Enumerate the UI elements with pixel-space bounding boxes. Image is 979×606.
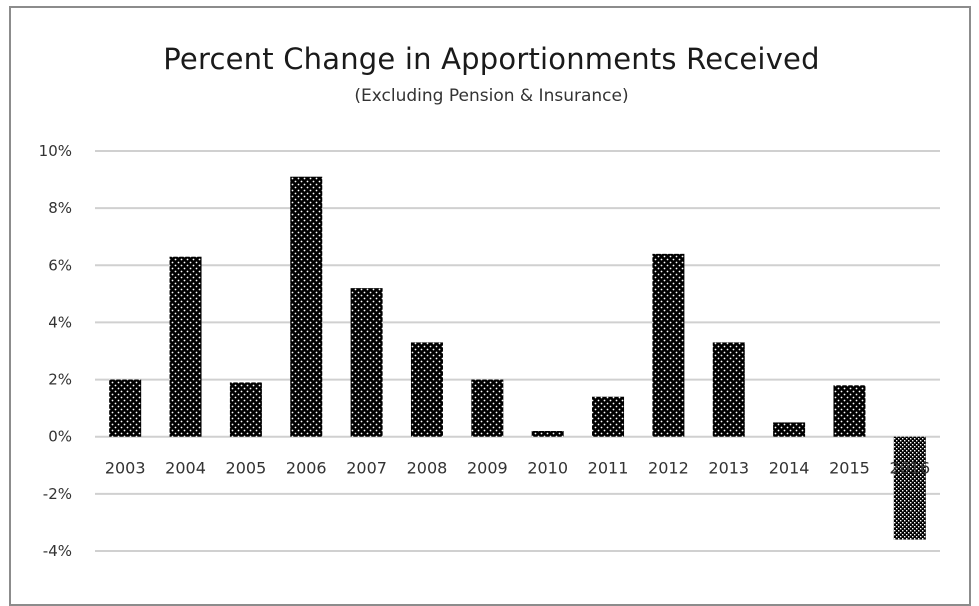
chart-frame: [9, 6, 971, 606]
bar-2016: [893, 436, 926, 540]
y-axis-tick-labels: 10% 8% 6% 4% 2% 0% -2% -4%: [39, 142, 72, 560]
x-category-label: 2012: [648, 459, 689, 478]
bar-2010: [531, 431, 564, 437]
x-axis-category-labels: 2003 2004 2005 2006 2007 2008 2009 2010 2011 2012…: [105, 459, 930, 478]
x-category-label: 2007: [346, 459, 387, 478]
y-tick-label: 0%: [48, 428, 72, 446]
chart-title: Percent Change in Apportionments Receive…: [163, 42, 820, 76]
x-category-label: 2010: [527, 459, 568, 478]
bar-2011: [592, 396, 625, 437]
y-tick-label: 6%: [48, 256, 72, 274]
y-tick-label: 2%: [48, 371, 72, 389]
chart-subtitle: (Excluding Pension & Insurance): [354, 86, 629, 106]
x-category-label: 2016: [889, 459, 930, 478]
bar-2012: [652, 253, 685, 437]
x-category-label: 2014: [769, 459, 810, 478]
y-tick-label: -2%: [43, 485, 72, 503]
bar-2005: [229, 382, 262, 437]
bar-2003: [109, 379, 142, 437]
y-tick-label: 10%: [39, 142, 72, 160]
x-category-label: 2006: [286, 459, 327, 478]
x-category-label: 2015: [829, 459, 870, 478]
x-category-label: 2009: [467, 459, 508, 478]
x-category-label: 2004: [165, 459, 206, 478]
bar-2008: [410, 342, 443, 437]
x-category-label: 2008: [407, 459, 448, 478]
x-category-label: 2013: [708, 459, 749, 478]
x-category-label: 2003: [105, 459, 146, 478]
bar-2014: [773, 422, 806, 437]
x-category-label: 2011: [588, 459, 629, 478]
y-tick-label: 4%: [48, 313, 72, 331]
bar-chart: 10% 8% 6% 4% 2% 0% -2% -4% 2003 2004 2005 2006 2007…: [39, 142, 940, 560]
bar-2006: [290, 176, 323, 437]
bar-2004: [169, 256, 202, 437]
bar-2007: [350, 288, 383, 437]
bar-2009: [471, 379, 504, 437]
gridlines: [95, 150, 940, 552]
bar-2015: [833, 385, 866, 437]
bar-2013: [712, 342, 745, 437]
y-tick-label: 8%: [48, 199, 72, 217]
y-tick-label: -4%: [43, 542, 72, 560]
x-category-label: 2005: [226, 459, 267, 478]
bars: [109, 176, 926, 540]
